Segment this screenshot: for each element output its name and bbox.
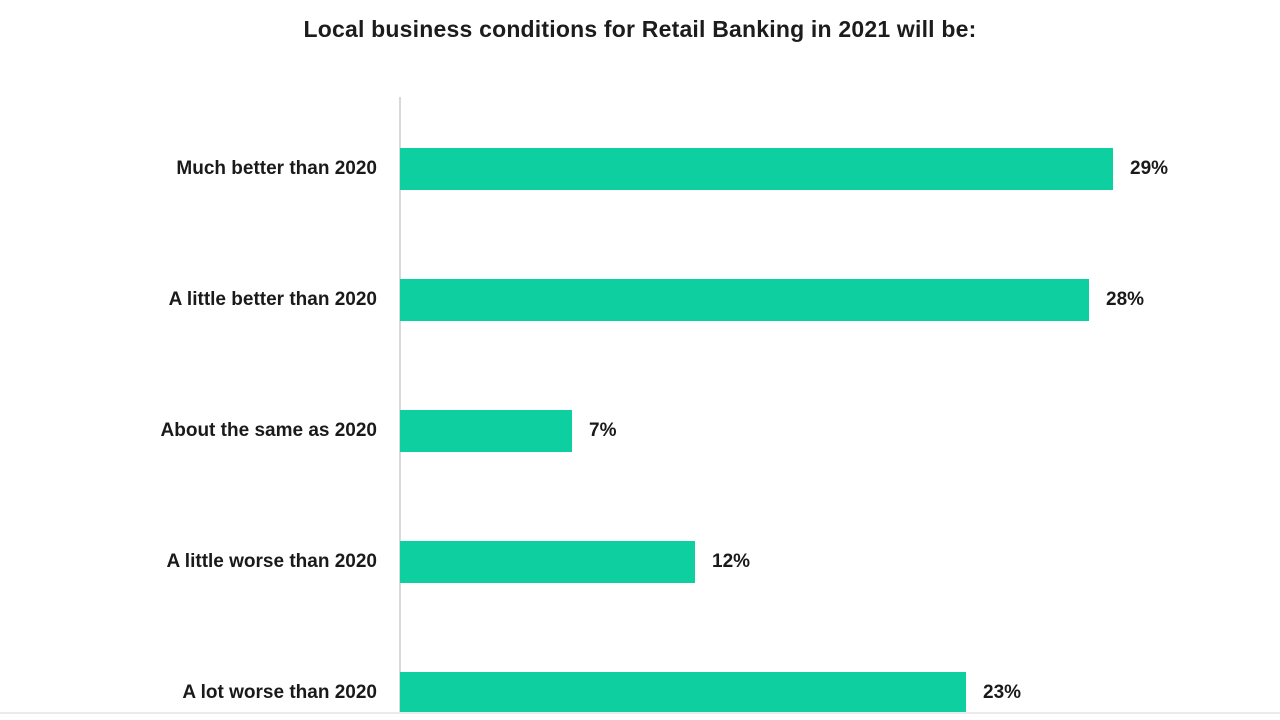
category-label: A little better than 2020 <box>168 289 377 310</box>
bar <box>400 541 695 583</box>
chart-row: About the same as 2020 7% <box>0 410 1280 452</box>
bottom-border-line <box>0 712 1280 714</box>
value-label: 28% <box>1106 289 1145 310</box>
chart-row: A little better than 2020 28% <box>0 279 1280 321</box>
chart-title: Local business conditions for Retail Ban… <box>303 16 977 42</box>
bar <box>400 148 1113 190</box>
value-label: 29% <box>1130 158 1169 179</box>
category-label: A little worse than 2020 <box>166 551 377 572</box>
chart-row: A lot worse than 2020 23% <box>0 672 1280 714</box>
chart-row: Much better than 2020 29% <box>0 148 1280 190</box>
value-label: 23% <box>983 682 1022 703</box>
bar <box>400 672 966 714</box>
bar <box>400 410 572 452</box>
value-label: 12% <box>712 551 751 572</box>
chart-row: A little worse than 2020 12% <box>0 541 1280 583</box>
category-label: Much better than 2020 <box>176 158 377 179</box>
bar <box>400 279 1089 321</box>
y-axis-line <box>399 97 401 713</box>
category-label: About the same as 2020 <box>160 420 377 441</box>
category-label: A lot worse than 2020 <box>182 682 377 703</box>
value-label: 7% <box>589 420 617 441</box>
